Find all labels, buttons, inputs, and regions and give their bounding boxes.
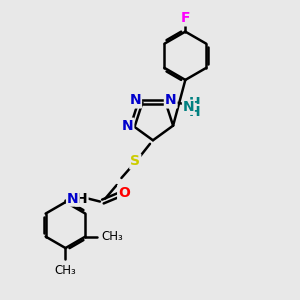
Text: CH₃: CH₃ bbox=[55, 264, 76, 277]
Text: N: N bbox=[122, 118, 133, 133]
Text: N: N bbox=[129, 94, 141, 107]
Text: H: H bbox=[189, 105, 201, 118]
Text: CH₃: CH₃ bbox=[102, 230, 123, 243]
Text: O: O bbox=[118, 186, 130, 200]
Text: S: S bbox=[130, 154, 140, 169]
Text: H: H bbox=[188, 96, 200, 110]
Text: H: H bbox=[76, 192, 88, 206]
Text: N: N bbox=[165, 94, 176, 107]
Text: F: F bbox=[181, 11, 190, 26]
Text: N: N bbox=[183, 100, 194, 114]
Text: N: N bbox=[67, 192, 79, 206]
